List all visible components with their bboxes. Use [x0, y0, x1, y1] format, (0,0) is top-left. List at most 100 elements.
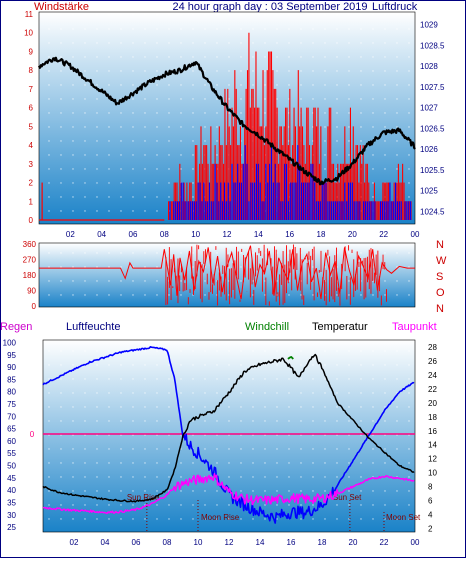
panel3-right-tick: 8 [428, 483, 433, 492]
panel1-right-tick: 1025.5 [420, 166, 445, 175]
panel1-x-tick: 08 [160, 230, 169, 239]
panel3-x-tick: 00 [411, 538, 420, 547]
panel1-right-tick: 1028 [420, 62, 438, 71]
panel3-x-tick: 04 [101, 538, 110, 547]
panel1-right-tick: 1027 [420, 104, 438, 113]
panel3-left-tick: 60 [7, 437, 16, 446]
humidity-series [42, 345, 415, 524]
windchill-line [287, 355, 294, 360]
panel3-left-tick: 30 [7, 511, 16, 520]
panel1-x-tick: 10 [191, 230, 200, 239]
luftfeuchte-label: Luftfeuchte [66, 321, 120, 333]
moon-rise-label: Moon Rise [201, 513, 240, 522]
pressure-line [37, 56, 416, 186]
direction-letter: O [436, 287, 445, 299]
panel3-right-tick: 16 [428, 427, 437, 436]
direction-letter: W [436, 255, 447, 267]
panel3-x-tick: 06 [132, 538, 141, 547]
panel3-left-tick: 85 [7, 375, 16, 384]
panel3-right-tick: 4 [428, 511, 433, 520]
panel1-right-tick: 1029 [420, 20, 438, 29]
direction-letter: N [436, 239, 444, 251]
panel3-right-tick: 20 [428, 399, 437, 408]
panel1-left-tick: 1 [29, 197, 34, 206]
panel1-left-tick: 5 [29, 122, 34, 131]
panel3-right-tick: 2 [428, 525, 433, 534]
panel3-grid-dots [43, 340, 415, 532]
panel1-x-tick: 14 [254, 230, 263, 239]
dewpoint-series [42, 473, 415, 515]
panel2-grid-dots [39, 243, 415, 307]
panel1-left-tick: 3 [29, 160, 34, 169]
humidity-line [42, 345, 415, 524]
panel2-left-tick: 0 [32, 302, 37, 311]
panel3-right-tick: 24 [428, 371, 437, 380]
panel1-left-tick: 6 [29, 104, 34, 113]
direction-letter: N [436, 303, 444, 315]
sun-rise-label: Sun Rise [127, 493, 160, 502]
regen-label: Regen [0, 321, 32, 333]
panel1-left-tick: 8 [29, 66, 34, 75]
panel3-x-tick: 22 [380, 538, 389, 547]
panel3-x-tick: 08 [163, 538, 172, 547]
panel3-x-tick: 16 [287, 538, 296, 547]
panel3-left-tick: 65 [7, 425, 16, 434]
panel3-left-tick: 50 [7, 462, 16, 471]
pressure-series [37, 56, 416, 186]
panel1-x-tick: 22 [379, 230, 388, 239]
panel3-left-ticks: 100 95 90 85 80 75 70 65 60 55 50 45 40 35 30 25 [3, 338, 17, 532]
temperatur-label: Temperatur [312, 321, 368, 333]
panel3-right-tick: 22 [428, 385, 437, 394]
taupunkt-label: Taupunkt [392, 321, 437, 333]
panel3-left-tick: 25 [7, 523, 16, 532]
wind-direction-line [39, 245, 415, 300]
panel3-left-tick: 80 [7, 388, 16, 397]
panel3-left-tick: 45 [7, 474, 16, 483]
panel3-right-ticks: 28 26 24 22 20 18 16 14 12 10 8 6 4 2 [428, 343, 437, 534]
panel2-left-ticks: 360 270 180 90 0 [23, 240, 37, 311]
panel1-x-tick: 16 [285, 230, 294, 239]
windchill-label: Windchill [245, 321, 289, 333]
panel1-left-tick: 10 [24, 29, 33, 38]
dewpoint-line [42, 473, 415, 515]
panel3-x-tick: 18 [318, 538, 327, 547]
panel3-left-tick: 35 [7, 498, 16, 507]
panel3-right-tick: 28 [428, 343, 437, 352]
panel3-left-tick: 95 [7, 351, 16, 360]
panel3-x-tick: 02 [70, 538, 79, 547]
panel3-left-tick: 70 [7, 412, 16, 421]
sun-set-label: Sun Set [333, 493, 362, 502]
panel3-x-tick: 12 [225, 538, 234, 547]
panel1-right-tick: 1028.5 [420, 41, 445, 50]
header-center-title: 24 hour graph day : 03 September 2019 [172, 1, 367, 13]
panel1-left-tick: 11 [25, 10, 34, 19]
panel3-x-tick: 14 [256, 538, 265, 547]
panel3-right-tick: 14 [428, 441, 437, 450]
temperature-series [42, 353, 415, 503]
wind-direction-series [39, 244, 415, 306]
panel2-left-tick: 90 [27, 287, 36, 296]
panel2-left-tick: 270 [23, 256, 37, 265]
panel3-right-tick: 12 [428, 455, 437, 464]
panel3-x-ticks: 02 04 06 08 10 12 14 16 18 20 22 00 [70, 538, 420, 547]
panel3-left-tick: 100 [3, 338, 17, 347]
panel3-left-tick: 40 [7, 486, 16, 495]
panel2-left-tick: 180 [23, 271, 37, 280]
panel1-left-tick: 7 [29, 85, 34, 94]
panel1-left-tick: 4 [29, 141, 34, 150]
panel3-right-tick: 6 [428, 497, 433, 506]
panel1-right-tick: 1024.5 [420, 208, 445, 217]
panel1-right-tick: 1025 [420, 187, 438, 196]
panel1-x-tick: 02 [66, 230, 75, 239]
panel3-right-tick: 18 [428, 413, 437, 422]
windchill-series [287, 355, 294, 360]
panel3-left-tick: 55 [7, 449, 16, 458]
panel1-right-tick: 1027.5 [420, 83, 445, 92]
panel-wind-direction: 360 270 180 90 0 [23, 240, 416, 311]
panel1-right-tick: 1026.5 [420, 124, 445, 133]
